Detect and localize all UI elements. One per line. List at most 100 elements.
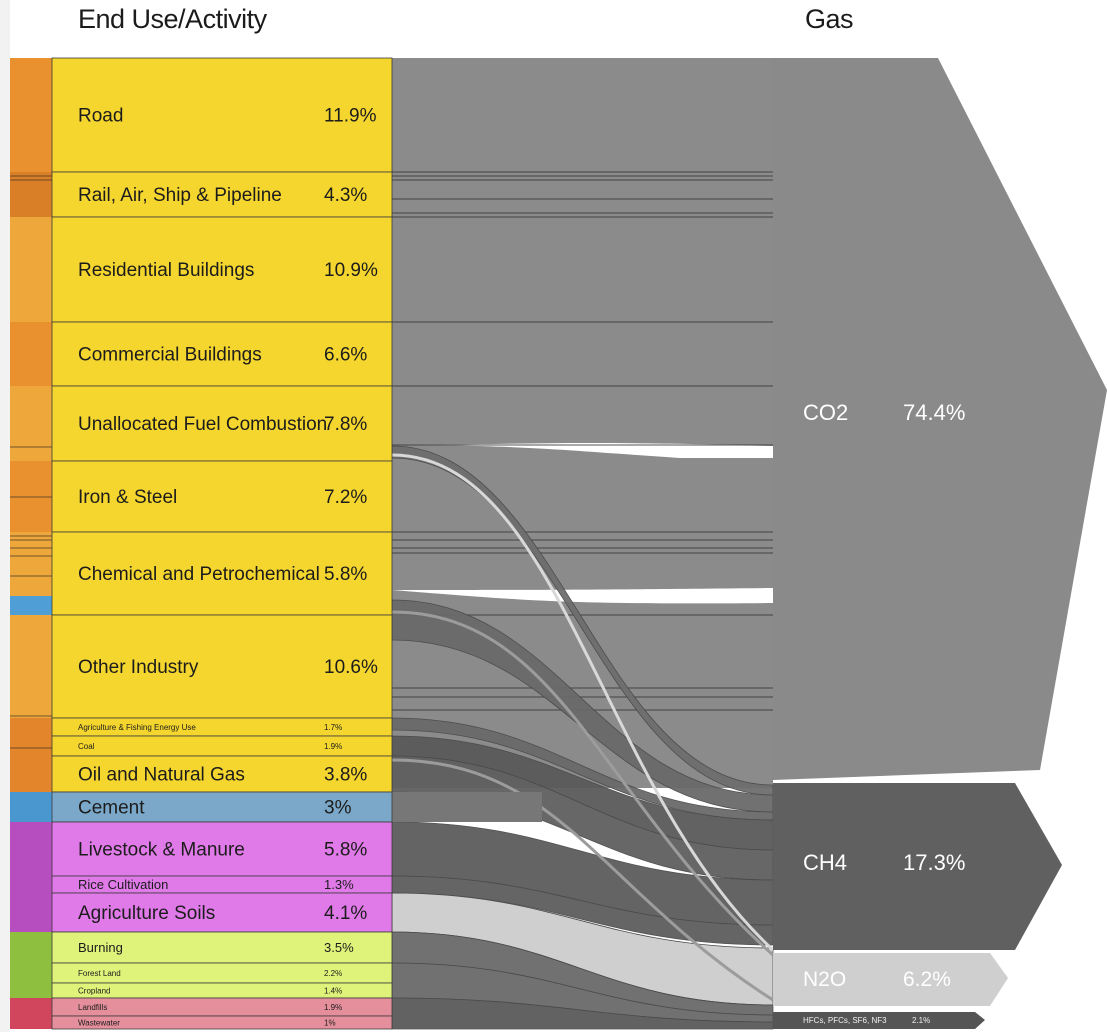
- activity-label: Livestock & Manure: [78, 840, 245, 861]
- sector-strip-segment: [10, 596, 52, 615]
- activity-value: 10.6%: [324, 657, 378, 678]
- activity-node-bar: [51, 57, 393, 173]
- gas-node-n2o: N2O 6.2%: [773, 953, 1008, 1006]
- activity-value: 1.7%: [324, 723, 342, 732]
- page-left-margin: [0, 0, 10, 1032]
- activity-value: 5.8%: [324, 840, 367, 861]
- gas-arrow: [773, 58, 1107, 780]
- activity-value: 10.9%: [324, 260, 378, 281]
- flow-bands: [391, 58, 775, 1030]
- activity-label: Cropland: [78, 986, 110, 995]
- activity-value: 5.8%: [324, 564, 367, 585]
- flow-gap: [392, 588, 773, 604]
- activity-node-bar: [51, 321, 393, 387]
- activity-node-bar: [51, 614, 393, 719]
- activity-node-bar: [51, 385, 393, 462]
- sector-strip-segment: [10, 822, 52, 932]
- activity-value: 3.8%: [324, 765, 367, 786]
- activity-label: Residential Buildings: [78, 260, 254, 281]
- gas-label: CO2: [803, 400, 848, 425]
- activity-node-rail-air-ship-and-pipeline: Rail, Air, Ship & Pipeline 4.3%: [51, 171, 393, 218]
- cement-flow-band: [392, 792, 542, 822]
- gas-nodes: CO2 74.4% CH4 17.3% N2O 6.2% HFCs, PFCs, SF6, …: [773, 58, 1107, 1029]
- activity-node-livestock-and-manure: Livestock & Manure 5.8%: [51, 821, 393, 877]
- gas-label: CH4: [803, 850, 847, 875]
- gas-value: 74.4%: [903, 400, 965, 425]
- activity-label: Unallocated Fuel Combustion: [78, 414, 327, 435]
- sector-strip-segment: [10, 792, 52, 822]
- activity-node-iron-and-steel: Iron & Steel 7.2%: [51, 460, 393, 533]
- activity-node-bar: [51, 531, 393, 616]
- activity-node-burning: Burning 3.5%: [51, 931, 393, 964]
- activity-value: 3.5%: [324, 940, 354, 955]
- activity-node-bar: [51, 216, 393, 323]
- activity-label: Rail, Air, Ship & Pipeline: [78, 185, 282, 206]
- activity-node-rice-cultivation: Rice Cultivation 1.3%: [51, 875, 393, 894]
- sector-color-strip: [10, 58, 52, 1029]
- flow-gap: [392, 443, 773, 458]
- activity-label: Chemical and Petrochemical: [78, 564, 320, 585]
- activity-label: Other Industry: [78, 657, 199, 678]
- sector-strip-segment: [10, 932, 52, 998]
- gas-arrow: [773, 783, 1062, 950]
- activity-label: Agriculture Soils: [78, 903, 215, 924]
- activity-value: 1%: [324, 1018, 336, 1027]
- activity-node-bar: [51, 931, 393, 964]
- activity-label: Oil and Natural Gas: [78, 765, 245, 786]
- gas-label: N2O: [803, 968, 846, 991]
- gas-arrow: [773, 953, 1008, 1006]
- activity-value: 7.2%: [324, 487, 367, 508]
- sector-strip-segment: [10, 615, 52, 718]
- activity-label: Agriculture & Fishing Energy Use: [78, 723, 196, 732]
- gas-value: 2.1%: [912, 1016, 930, 1025]
- activity-value: 4.3%: [324, 185, 367, 206]
- activity-label: Iron & Steel: [78, 487, 177, 508]
- activity-label: Burning: [78, 940, 123, 955]
- activity-node-landfills: Landfills 1.9%: [51, 997, 393, 1017]
- activity-label: Commercial Buildings: [78, 345, 262, 366]
- activity-node-bar: [51, 821, 393, 877]
- activity-value: 11.9%: [324, 106, 377, 127]
- activity-node-road: Road 11.9%: [51, 57, 393, 173]
- gas-label: HFCs, PFCs, SF6, NF3: [803, 1016, 887, 1025]
- flow-strand: [391, 610, 775, 957]
- activity-value: 4.1%: [324, 903, 367, 924]
- sector-strip-segment: [10, 998, 52, 1029]
- activity-node-wastewater: Wastewater 1%: [51, 1015, 393, 1030]
- gas-column-header: Gas: [805, 4, 854, 34]
- activity-node-other-industry: Other Industry 10.6%: [51, 614, 393, 719]
- activity-label: Coal: [78, 742, 95, 751]
- activity-value: 1.9%: [324, 1003, 342, 1012]
- activity-node-agriculture-soils: Agriculture Soils 4.1%: [51, 892, 393, 933]
- activity-label: Road: [78, 106, 123, 127]
- activity-value: 1.4%: [324, 986, 342, 995]
- activity-nodes: Road 11.9%Rail, Air, Ship & Pipeline 4.3%R…: [51, 57, 393, 1030]
- gas-node-hfcs-pfcs-sf6-nf3: HFCs, PFCs, SF6, NF3 2.1%: [773, 1012, 985, 1029]
- activity-node-bar: [51, 755, 393, 793]
- flow-strand: [391, 453, 775, 952]
- activity-node-bar: [51, 460, 393, 533]
- activity-value: 1.3%: [324, 877, 354, 892]
- activity-node-cropland: Cropland 1.4%: [51, 982, 393, 999]
- activity-value: 1.9%: [324, 742, 342, 751]
- activity-node-cement: Cement 3%: [51, 791, 393, 823]
- activity-value: 2.2%: [324, 969, 342, 978]
- activity-value: 7.8%: [324, 414, 367, 435]
- activity-label: Rice Cultivation: [78, 877, 168, 892]
- activity-node-residential-buildings: Residential Buildings 10.9%: [51, 216, 393, 323]
- sector-strip-segment: [10, 322, 52, 386]
- sector-strip-segment: [10, 172, 52, 217]
- sector-strip-segment: [10, 58, 52, 172]
- activity-value: 3%: [324, 798, 352, 819]
- co2-flow-band: [392, 58, 773, 788]
- gas-node-ch4: CH4 17.3%: [773, 783, 1062, 950]
- activity-node-forest-land: Forest Land 2.2%: [51, 962, 393, 984]
- sector-strip-segment: [10, 718, 52, 792]
- activity-value: 6.6%: [324, 345, 367, 366]
- activity-label: Forest Land: [78, 969, 121, 978]
- activity-node-bar: [51, 171, 393, 218]
- gas-value: 6.2%: [903, 968, 951, 991]
- activity-node-commercial-buildings: Commercial Buildings 6.6%: [51, 321, 393, 387]
